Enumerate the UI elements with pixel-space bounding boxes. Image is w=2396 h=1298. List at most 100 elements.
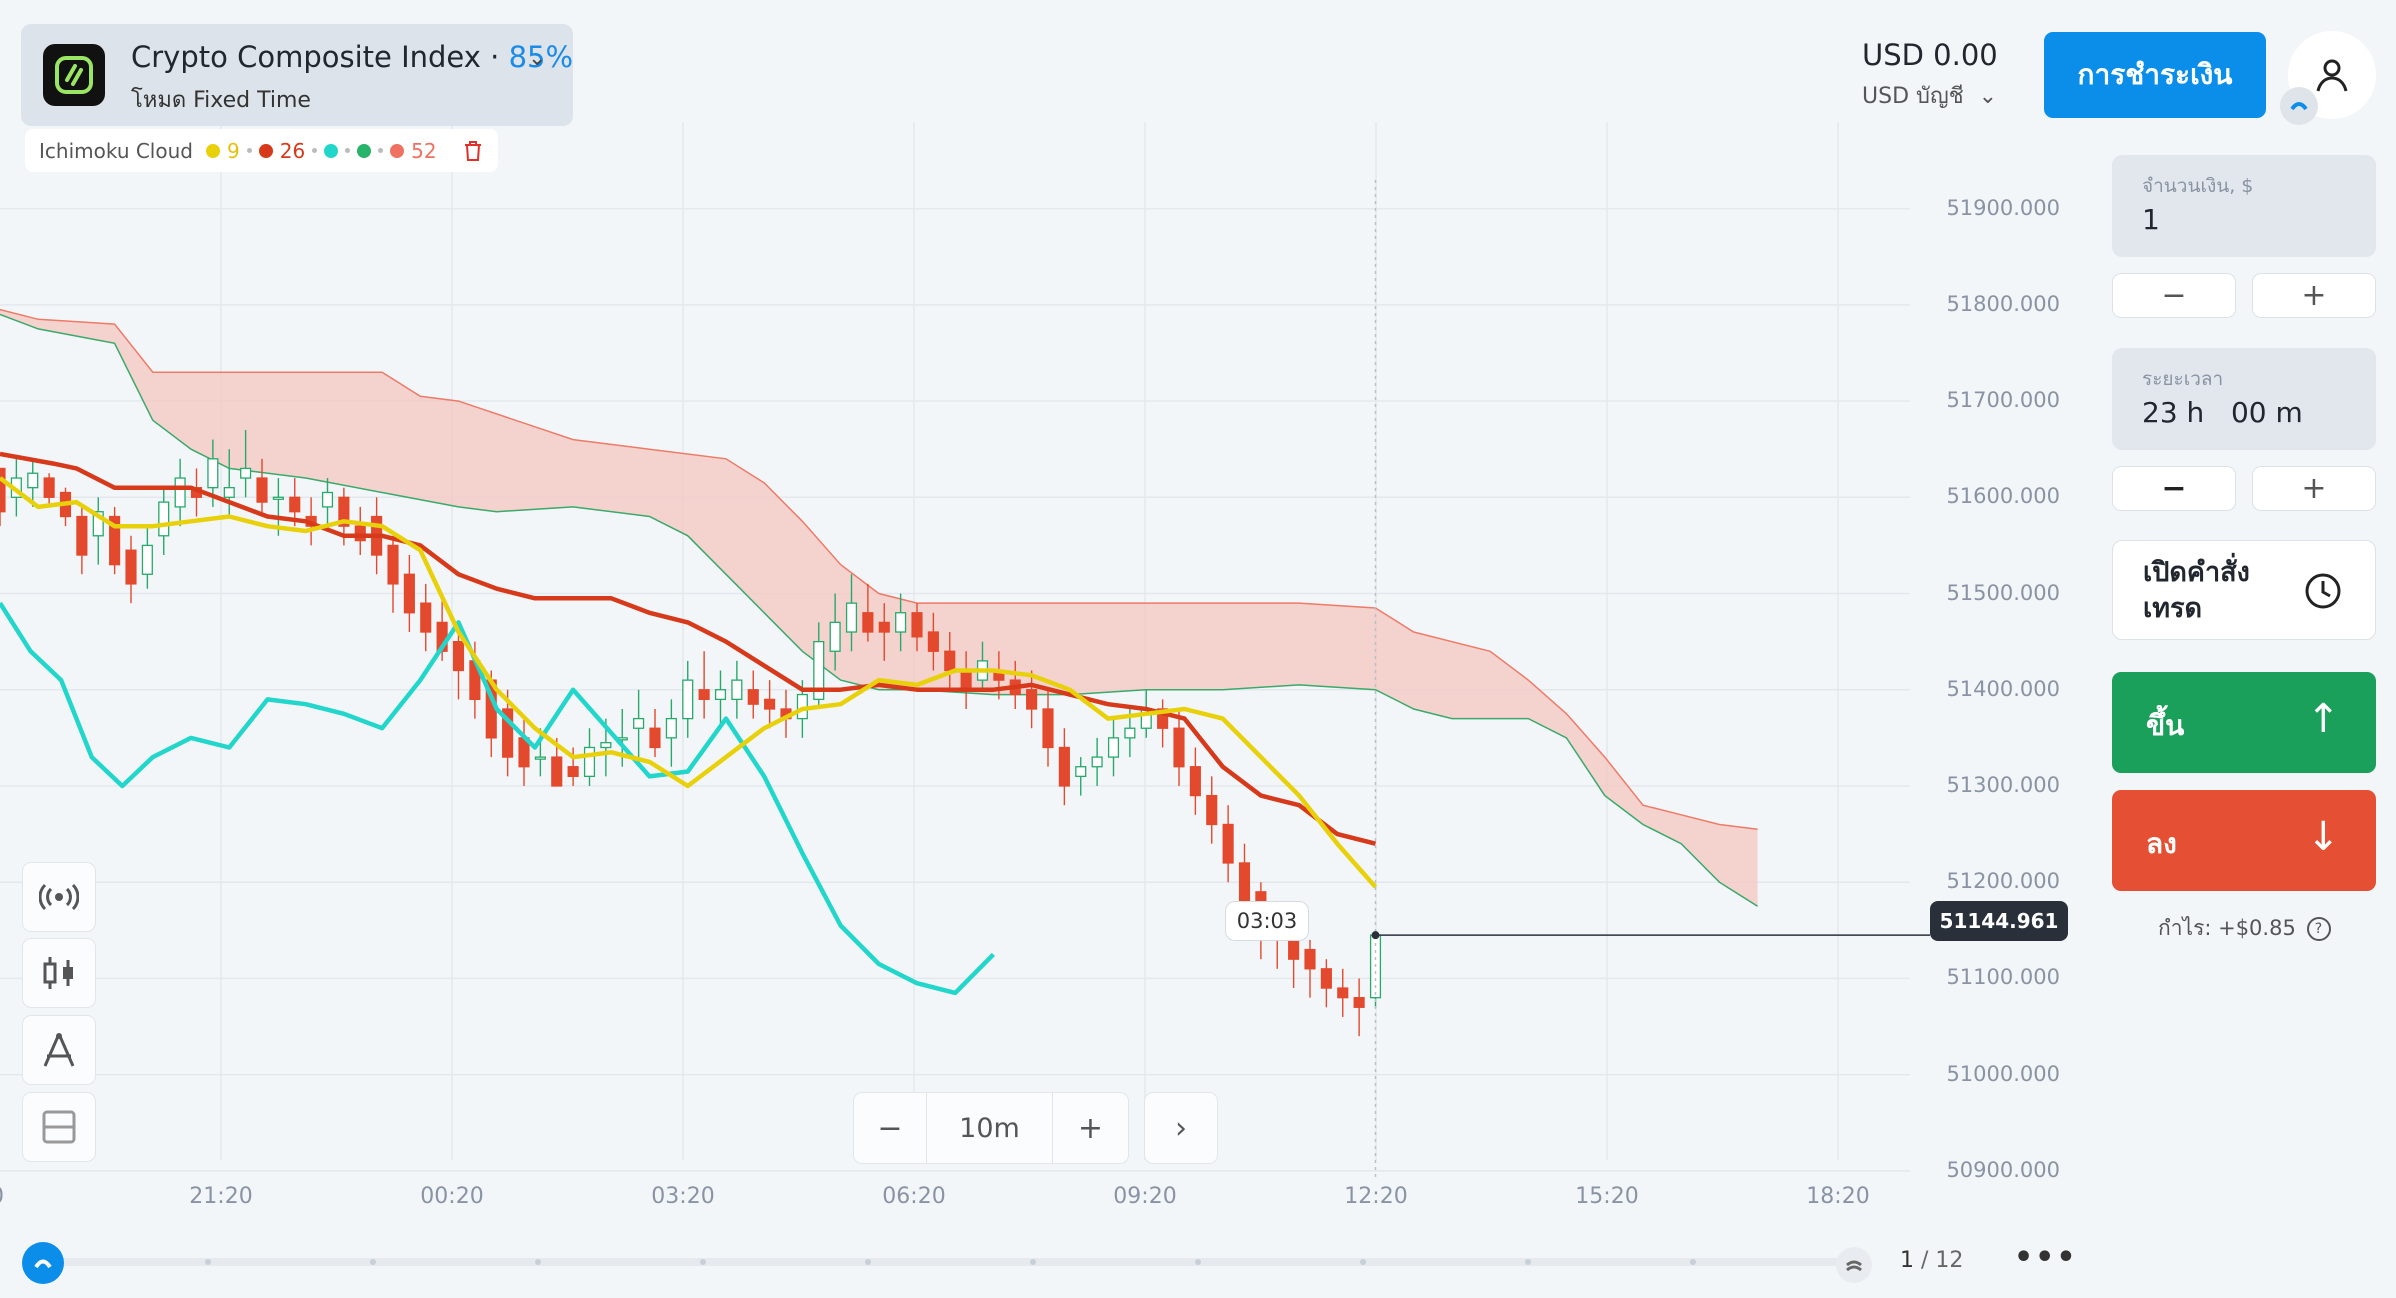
candle-body bbox=[141, 544, 153, 575]
y-axis-tick: 51700.000 bbox=[1946, 388, 2060, 413]
timeline-start-icon[interactable] bbox=[22, 1242, 64, 1284]
timeline-marker[interactable] bbox=[1360, 1259, 1366, 1265]
scroll-right-button[interactable]: › bbox=[1144, 1092, 1218, 1164]
amount-decrease-button[interactable]: − bbox=[2112, 273, 2236, 318]
timeline-marker[interactable] bbox=[865, 1259, 871, 1265]
senkou-b-color-dot bbox=[390, 143, 405, 158]
senkou-b-period: 52 bbox=[411, 138, 437, 163]
param-separator bbox=[345, 148, 351, 153]
profit-text: กำไร: +$0.85 ? bbox=[2158, 912, 2331, 945]
x-axis-tick: 15:20 bbox=[1575, 1184, 1639, 1209]
down-label: ลง bbox=[2146, 827, 2177, 860]
asset-selector[interactable]: Crypto Composite Index · 85% ⌄ โหมด Fixe… bbox=[21, 24, 573, 126]
candle-body bbox=[944, 650, 956, 672]
candle-body bbox=[960, 669, 972, 691]
profit-value: กำไร: +$0.85 bbox=[2158, 916, 2296, 940]
candle-body bbox=[1173, 727, 1185, 768]
candle-body bbox=[125, 549, 137, 585]
candle-body bbox=[551, 756, 563, 787]
deposit-button[interactable]: การชำระเงิน bbox=[2044, 32, 2266, 118]
asset-logo-icon bbox=[43, 44, 105, 106]
account-type-selector[interactable]: USD บัญชี ⌄ bbox=[1862, 78, 1997, 113]
duration-value[interactable]: 23 h 00 m bbox=[2142, 396, 2303, 429]
candle-body bbox=[272, 496, 284, 500]
candle-body bbox=[1353, 997, 1365, 1008]
up-label: ขึ้น bbox=[2146, 709, 2185, 742]
indicator-chip[interactable]: Ichimoku Cloud 9 26 52 bbox=[25, 129, 498, 172]
amount-value[interactable]: 1 bbox=[2142, 203, 2160, 236]
duration-input[interactable]: ระยะเวลา 23 h 00 m bbox=[2112, 348, 2376, 450]
duration-increase-button[interactable]: + bbox=[2252, 466, 2376, 511]
zoom-out-button[interactable]: − bbox=[853, 1092, 927, 1164]
drawing-tools-button[interactable] bbox=[22, 1015, 96, 1085]
candle-body bbox=[862, 612, 874, 633]
senkou-a-color-dot bbox=[357, 143, 372, 158]
arrow-down-icon: ↓ bbox=[2306, 814, 2340, 860]
timeline-marker[interactable] bbox=[1195, 1259, 1201, 1265]
history-timeline[interactable] bbox=[44, 1258, 1844, 1266]
candle-body bbox=[534, 756, 546, 760]
candle-body bbox=[878, 621, 890, 633]
y-axis-tick: 51800.000 bbox=[1946, 291, 2060, 316]
arrow-up-icon: ↑ bbox=[2306, 696, 2340, 742]
live-signal-button[interactable] bbox=[22, 862, 96, 932]
candle-body bbox=[223, 487, 235, 498]
candle-body bbox=[1238, 862, 1251, 903]
clock-icon bbox=[2305, 573, 2341, 609]
x-axis-tick: 00:20 bbox=[420, 1184, 484, 1209]
candle-body bbox=[27, 472, 39, 489]
candle-body bbox=[747, 689, 759, 705]
x-axis-tick: 06:20 bbox=[882, 1184, 946, 1209]
zoom-in-button[interactable]: + bbox=[1053, 1092, 1129, 1164]
candle-body bbox=[207, 458, 219, 489]
trash-icon[interactable] bbox=[462, 139, 484, 163]
amount-input[interactable]: จำนวนเงิน, $ 1 bbox=[2112, 155, 2376, 257]
param-separator bbox=[312, 148, 318, 153]
timeline-marker[interactable] bbox=[535, 1259, 541, 1265]
asset-separator: · bbox=[480, 40, 509, 74]
layout-button[interactable] bbox=[22, 1092, 96, 1162]
candlestick-icon bbox=[43, 957, 73, 989]
candle-body bbox=[502, 708, 514, 758]
down-button[interactable]: ลง ↓ bbox=[2112, 790, 2376, 891]
asset-title: Crypto Composite Index · 85% bbox=[131, 40, 573, 74]
candle-body bbox=[1107, 737, 1120, 758]
asset-name: Crypto Composite Index bbox=[131, 40, 481, 74]
param-separator bbox=[246, 148, 252, 153]
candle-body bbox=[698, 689, 710, 701]
param-separator bbox=[378, 148, 384, 153]
candle-body bbox=[583, 746, 596, 778]
candle-body bbox=[1206, 794, 1218, 826]
candle-body bbox=[338, 496, 350, 527]
chevron-down-icon: ⌄ bbox=[1978, 84, 1998, 109]
candle-body bbox=[1304, 948, 1316, 970]
timeline-marker[interactable] bbox=[1690, 1259, 1696, 1265]
chevron-down-icon[interactable]: ⌄ bbox=[528, 46, 547, 71]
senkou-span-b-line bbox=[0, 313, 1759, 907]
candle-body bbox=[682, 679, 694, 720]
timeline-marker[interactable] bbox=[1030, 1259, 1036, 1265]
amount-increase-button[interactable]: + bbox=[2252, 273, 2376, 318]
up-button[interactable]: ขึ้น ↑ bbox=[2112, 672, 2376, 773]
help-icon[interactable]: ? bbox=[2306, 917, 2331, 941]
timeline-marker[interactable] bbox=[205, 1259, 211, 1265]
candle-body bbox=[600, 742, 612, 749]
timeline-marker[interactable] bbox=[370, 1259, 376, 1265]
timeline-marker[interactable] bbox=[700, 1259, 706, 1265]
duration-decrease-button[interactable]: − bbox=[2112, 466, 2236, 511]
pending-trade-label: เปิดคำสั่ง เทรด bbox=[2143, 557, 2250, 624]
timeframe-selector[interactable]: 10m bbox=[927, 1092, 1053, 1164]
candle-body bbox=[43, 477, 55, 498]
timeline-marker[interactable] bbox=[1525, 1259, 1531, 1265]
kijun-period: 26 bbox=[279, 138, 306, 163]
candle-body bbox=[92, 511, 104, 537]
chart-type-button[interactable] bbox=[22, 938, 96, 1008]
tenkan-color-dot bbox=[205, 143, 220, 158]
x-axis-tick: 21:20 bbox=[189, 1184, 253, 1209]
account-type-label: USD บัญชี bbox=[1862, 84, 1964, 109]
more-options-icon[interactable]: ••• bbox=[2014, 1240, 2078, 1275]
pending-trade-button[interactable]: เปิดคำสั่ง เทรด bbox=[2112, 540, 2376, 640]
candle-body bbox=[714, 689, 727, 701]
timeline-end-icon[interactable] bbox=[1836, 1247, 1872, 1283]
